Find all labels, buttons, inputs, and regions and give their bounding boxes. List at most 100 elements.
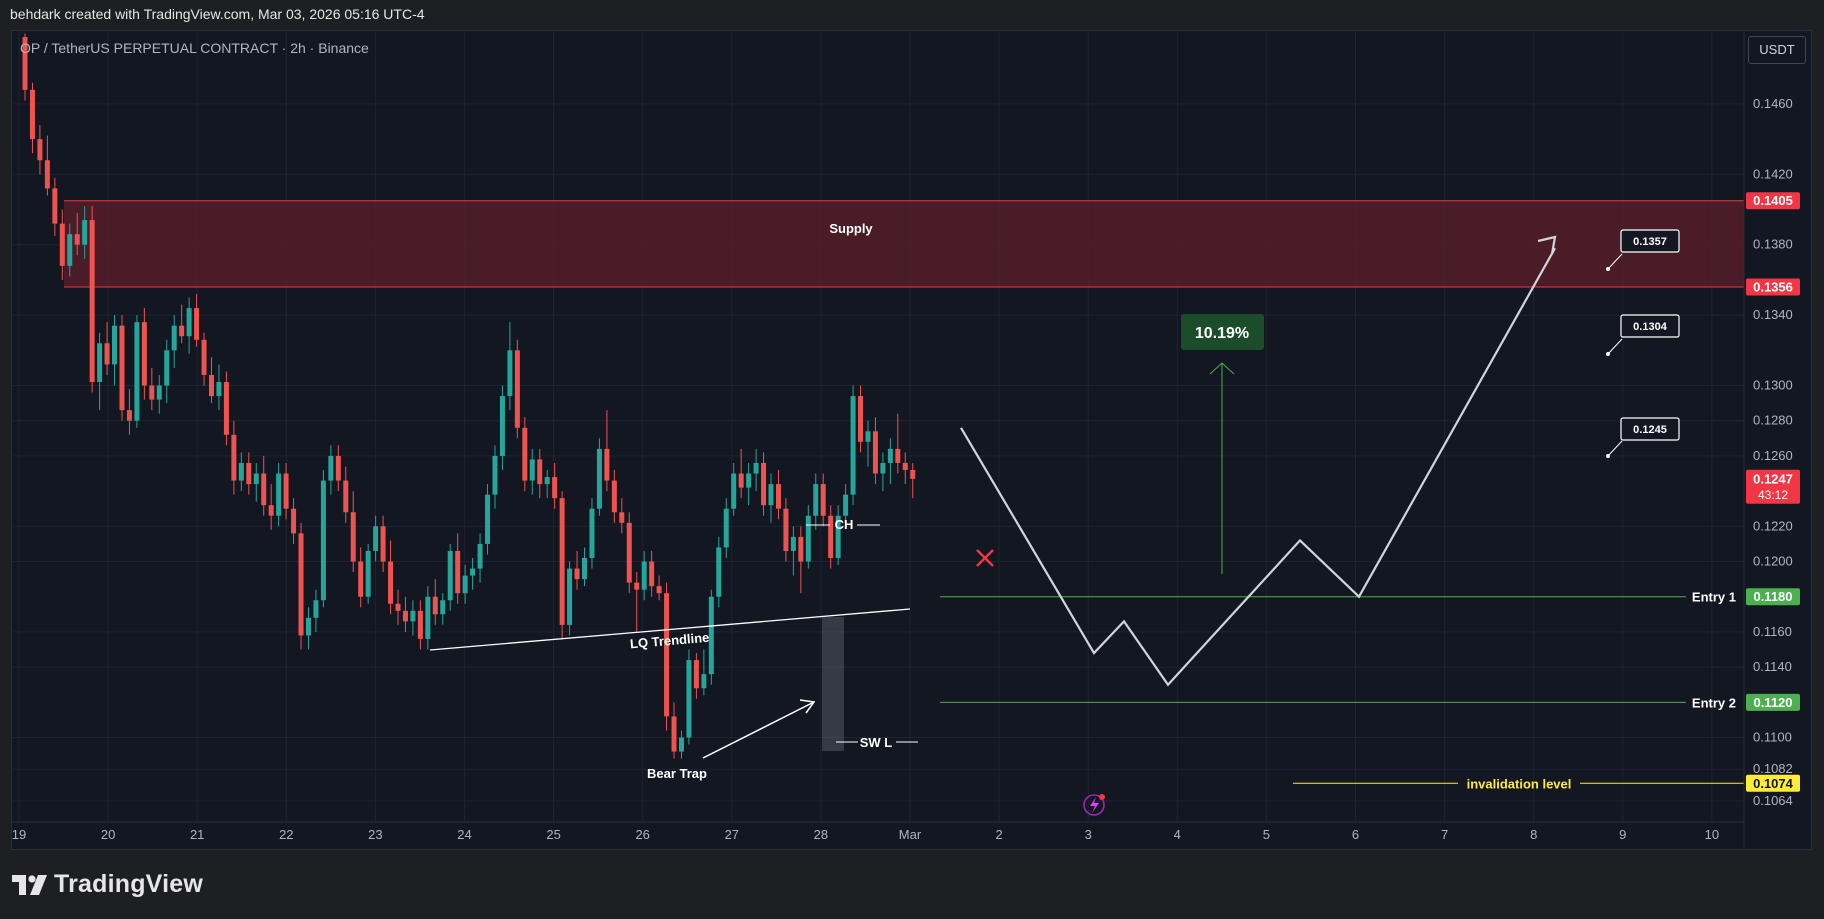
candle-body <box>231 434 237 481</box>
candle-body <box>522 427 528 481</box>
candle-body <box>477 543 483 569</box>
candle <box>425 586 431 650</box>
x-tick-label: 25 <box>546 827 560 842</box>
x-tick-label: 23 <box>368 827 382 842</box>
target-callout-1[interactable]: 0.1357 <box>1606 229 1680 271</box>
candle-body <box>514 350 520 428</box>
price-tag: 0.1120 <box>1746 693 1800 711</box>
tradingview-logo[interactable]: TradingView <box>12 870 203 899</box>
candle <box>82 206 88 259</box>
candle-body <box>305 617 311 636</box>
candle <box>343 466 349 523</box>
candle <box>156 374 162 414</box>
candle-body <box>373 526 379 551</box>
price-tag: 0.1356 <box>1746 278 1800 296</box>
x-tick-label: 3 <box>1085 827 1092 842</box>
price-tag-value: 0.1074 <box>1753 776 1794 791</box>
candle-body <box>74 234 80 245</box>
candle-body <box>775 484 781 509</box>
candle <box>112 315 118 386</box>
candle-body <box>358 561 364 597</box>
candle <box>574 550 580 590</box>
candle <box>738 448 744 499</box>
candle <box>37 125 43 175</box>
symbol-label[interactable]: OP / TetherUS PERPETUAL CONTRACT · 2h · … <box>20 40 369 56</box>
target-callout-3[interactable]: 0.1245 <box>1606 417 1680 458</box>
candle <box>126 389 132 435</box>
candle-body <box>850 396 856 495</box>
candle <box>238 452 244 492</box>
candle-body <box>52 188 58 224</box>
candle-body <box>283 473 289 509</box>
candle <box>410 600 416 636</box>
candle-body <box>97 343 103 382</box>
candle-body <box>910 470 916 479</box>
price-tag-countdown: 43:12 <box>1758 488 1788 502</box>
price-tag-bg <box>1746 278 1800 296</box>
candle <box>67 223 73 277</box>
candle-body <box>507 350 513 397</box>
candle-body <box>89 220 95 382</box>
x-tick-label: 2 <box>995 827 1002 842</box>
currency-button[interactable]: USDT <box>1748 36 1806 64</box>
lightning-icon[interactable] <box>1083 794 1105 816</box>
price-tag-bg <box>1746 469 1800 504</box>
candle-body <box>902 462 908 470</box>
candle-body <box>380 526 386 562</box>
candle-body <box>805 515 811 562</box>
price-tags: 0.1405 0.1356 0.1247 43:12 0.1180 0.1120 0.107… <box>1746 192 1800 792</box>
candle-body <box>596 448 602 509</box>
candle <box>611 470 617 523</box>
candle <box>440 593 446 625</box>
candle-body <box>104 343 110 365</box>
candle <box>253 462 259 502</box>
candle <box>149 367 155 411</box>
candle-body <box>820 484 826 516</box>
candle-body <box>209 374 214 397</box>
bear-trap-label: Bear Trap <box>647 766 707 781</box>
candle <box>417 600 423 650</box>
candle <box>395 589 401 625</box>
candle-body <box>388 561 394 604</box>
bear-trap-arrowhead <box>799 699 816 714</box>
candle <box>872 417 878 485</box>
candle <box>850 385 856 506</box>
candle <box>447 543 453 611</box>
candle-body <box>753 462 759 474</box>
candle-body <box>828 515 834 558</box>
chart-frame[interactable] <box>11 30 1812 850</box>
candles-group <box>22 33 916 759</box>
target-callout-2[interactable]: 0.1304 <box>1606 314 1680 356</box>
candle-body <box>253 473 259 485</box>
price-tag-value: 0.1180 <box>1753 589 1792 604</box>
candle <box>865 420 871 467</box>
attribution-header: behdark created with TradingView.com, Ma… <box>10 6 425 22</box>
x-tick-label: 8 <box>1530 827 1537 842</box>
candle-body <box>67 234 73 266</box>
price-tag-value: 0.1356 <box>1753 279 1793 294</box>
candle <box>552 462 558 509</box>
x-tick-label: 24 <box>457 827 471 842</box>
price-tag: 0.1405 <box>1746 192 1800 210</box>
candle-body <box>858 396 864 442</box>
candle <box>283 462 289 520</box>
x-tick-label: 28 <box>814 827 828 842</box>
candle <box>753 448 759 492</box>
candle-body <box>268 505 274 516</box>
cross-icon <box>976 549 994 567</box>
candle-body <box>201 339 207 375</box>
supply-zone[interactable] <box>64 200 1744 287</box>
candle-body <box>529 459 535 481</box>
price-tag: 0.1180 <box>1746 588 1800 606</box>
candle-body <box>701 674 707 689</box>
x-tick-label: 22 <box>279 827 293 842</box>
candle <box>701 649 707 696</box>
candle-body <box>835 515 841 558</box>
bear-trap-arrow <box>702 701 815 759</box>
candle <box>828 505 834 569</box>
candle <box>470 558 476 590</box>
candle <box>693 653 699 699</box>
x-tick-label: 10 <box>1705 827 1719 842</box>
x-tick-label: 27 <box>725 827 739 842</box>
